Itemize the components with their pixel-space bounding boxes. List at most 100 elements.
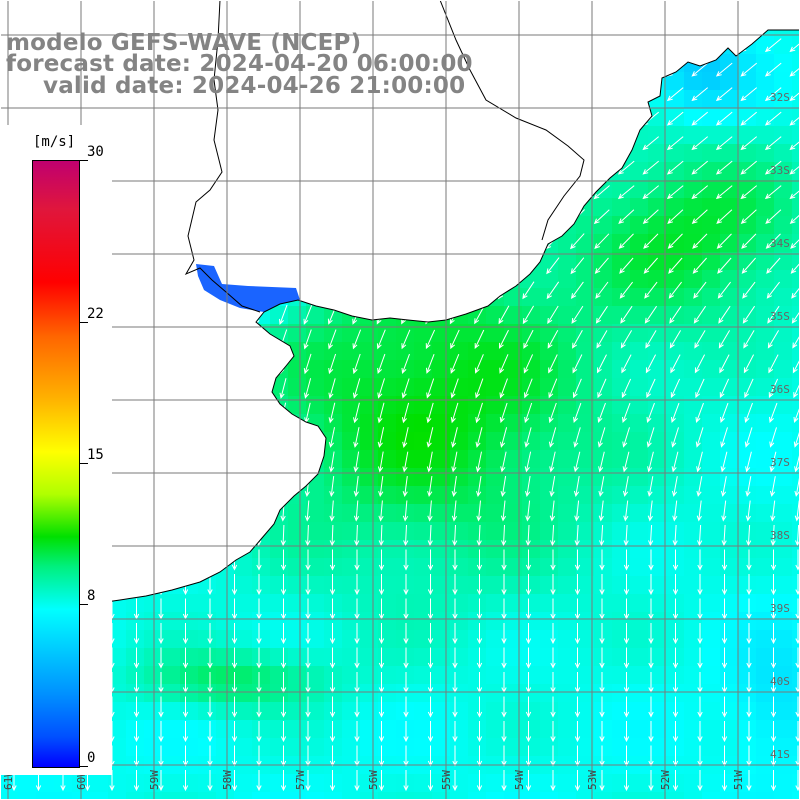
- wind-speed-cell: [792, 612, 800, 631]
- wind-arrow: [304, 378, 312, 399]
- wind-speed-cell: [756, 360, 775, 379]
- wind-arrow: [598, 500, 604, 522]
- wind-arrow: [671, 427, 679, 448]
- wind-speed-cell: [288, 504, 307, 523]
- wind-speed-cell: [360, 324, 379, 343]
- wind-speed-cell: [702, 288, 721, 307]
- wind-speed-cell: [594, 702, 613, 721]
- wind-speed-cell: [702, 720, 721, 739]
- wind-speed-cell: [738, 648, 757, 667]
- wind-arrow: [354, 574, 360, 596]
- wind-arrow: [598, 451, 605, 473]
- wind-speed-cell: [450, 324, 469, 343]
- wind-speed-cell: [270, 558, 289, 577]
- wind-arrow: [354, 647, 360, 669]
- wind-speed-cell: [468, 792, 487, 800]
- wind-speed-cell: [270, 702, 289, 721]
- wind-speed-cell: [576, 666, 595, 685]
- wind-arrow: [666, 87, 684, 102]
- wind-speed-cell: [702, 360, 721, 379]
- wind-speed-cell: [288, 702, 307, 721]
- wind-arrow: [182, 647, 189, 669]
- wind-speed-cell: [414, 504, 433, 523]
- wind-speed-cell: [414, 648, 433, 667]
- wind-arrow: [599, 623, 605, 645]
- wind-speed-cell: [576, 720, 595, 739]
- wind-speed-cell: [648, 378, 667, 397]
- wind-arrow: [746, 696, 752, 718]
- wind-arrow: [672, 574, 679, 596]
- wind-arrow: [207, 770, 213, 792]
- wind-speed-cell: [360, 432, 379, 451]
- wind-speed-cell: [414, 666, 433, 685]
- wind-arrow: [744, 427, 753, 448]
- wind-speed-cell: [342, 666, 361, 685]
- wind-speed-cell: [612, 702, 631, 721]
- wind-speed-cell: [792, 594, 800, 613]
- wind-speed-cell: [648, 594, 667, 613]
- wind-speed-cell: [738, 666, 757, 685]
- wind-arrow: [721, 721, 728, 743]
- wind-speed-cell: [774, 612, 793, 631]
- wind-speed-cell: [234, 720, 253, 739]
- wind-speed-cell: [540, 468, 559, 487]
- wind-arrow: [597, 402, 606, 423]
- wind-arrow: [524, 402, 533, 424]
- wind-speed-cell: [594, 198, 613, 217]
- wind-speed-cell: [792, 558, 800, 577]
- wind-arrow: [619, 257, 634, 274]
- wind-arrow: [427, 476, 433, 498]
- wind-arrow: [741, 233, 757, 249]
- wind-arrow: [719, 354, 730, 374]
- wind-arrow: [451, 451, 458, 473]
- wind-speed-cell: [756, 378, 775, 397]
- wind-speed-cell: [144, 612, 163, 631]
- wind-arrow: [618, 233, 634, 249]
- wind-speed-cell: [468, 450, 487, 469]
- wind-speed-cell: [396, 540, 415, 559]
- wind-speed-cell: [540, 720, 559, 739]
- wind-speed-cell: [360, 630, 379, 649]
- wind-speed-cell: [126, 702, 145, 721]
- wind-speed-cell: [738, 612, 757, 631]
- wind-speed-cell: [558, 504, 577, 523]
- wind-speed-cell: [360, 792, 379, 800]
- wind-speed-cell: [540, 558, 559, 577]
- longitude-label: 55W: [440, 770, 453, 790]
- wind-speed-cell: [792, 270, 800, 289]
- wind-arrow: [425, 329, 436, 350]
- colorbar: [32, 160, 80, 768]
- wind-speed-cell: [378, 378, 397, 397]
- wind-speed-cell: [648, 252, 667, 271]
- wind-arrow: [525, 721, 532, 743]
- wind-speed-cell: [252, 648, 271, 667]
- wind-speed-cell: [792, 306, 800, 325]
- wind-speed-cell: [306, 540, 325, 559]
- wind-arrow: [329, 451, 335, 473]
- wind-speed-cell: [720, 342, 739, 361]
- wind-speed-cell: [756, 540, 775, 559]
- wind-speed-cell: [774, 54, 793, 73]
- wind-arrow: [792, 334, 800, 349]
- wind-speed-cell: [324, 486, 343, 505]
- wind-speed-cell: [594, 792, 613, 800]
- wind-speed-cell: [738, 594, 757, 613]
- wind-speed-cell: [594, 630, 613, 649]
- wind-speed-cell: [162, 684, 181, 703]
- wind-speed-cell: [432, 378, 451, 397]
- wind-arrow: [329, 476, 335, 498]
- wind-speed-cell: [396, 522, 415, 541]
- wind-speed-cell: [630, 234, 649, 253]
- wind-speed-cell: [684, 666, 703, 685]
- wind-arrow: [620, 330, 633, 349]
- wind-speed-cell: [720, 108, 739, 127]
- wind-speed-cell: [702, 774, 721, 793]
- wind-arrow: [621, 354, 632, 374]
- wind-speed-cell: [702, 504, 721, 523]
- wind-speed-cell: [594, 288, 613, 307]
- wind-speed-cell: [450, 414, 469, 433]
- wind-arrow: [207, 647, 213, 669]
- wind-speed-cell: [702, 306, 721, 325]
- wind-speed-cell: [630, 540, 649, 559]
- wind-speed-cell: [612, 522, 631, 541]
